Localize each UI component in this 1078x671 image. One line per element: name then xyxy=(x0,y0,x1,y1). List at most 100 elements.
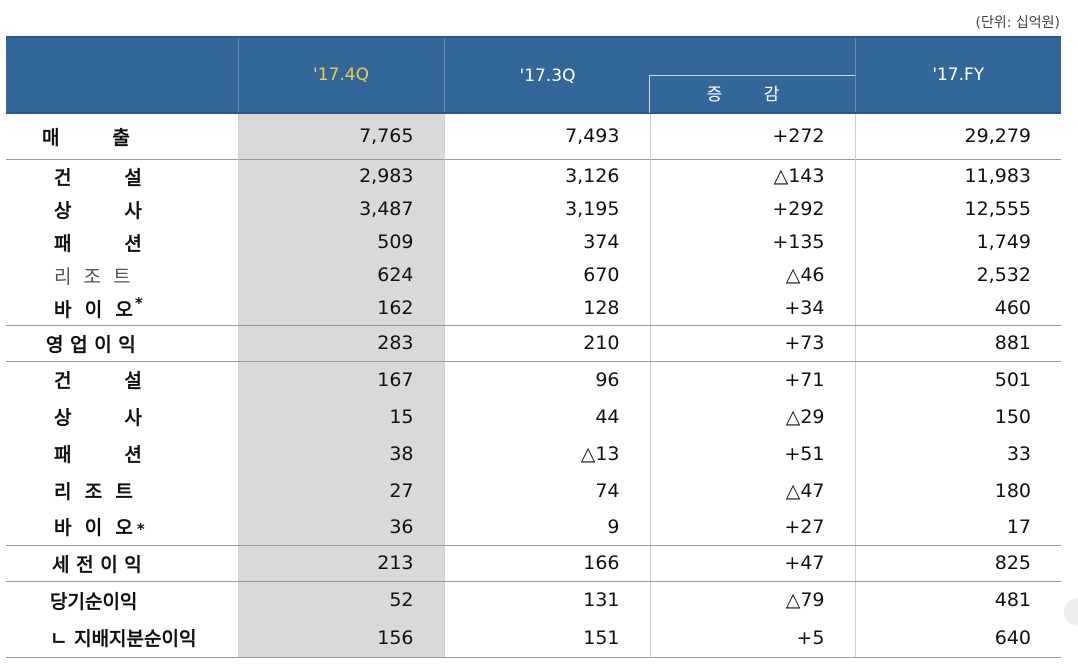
cell-17-fy: 11,983 xyxy=(854,158,1061,193)
cell-17-fy: 17 xyxy=(854,509,1061,546)
cell-17-3q: 96 xyxy=(443,361,650,398)
cell-17-3q: 44 xyxy=(443,398,650,435)
header-17-3q: '17.3Q xyxy=(519,66,576,86)
cell-change: △29 xyxy=(649,398,855,435)
cell-change: +135 xyxy=(649,225,855,259)
table-row: 상 사 15 44 △29 150 xyxy=(6,398,1061,435)
header-change: 증 감 xyxy=(648,75,855,113)
header-blank xyxy=(6,37,238,113)
table-header: '17.4Q '17.3Q 증 감 '17.FY xyxy=(6,37,1061,113)
row-label: 리 조 트 xyxy=(54,481,133,503)
cell-17-fy: 640 xyxy=(854,619,1061,658)
row-label: 리 조 트 xyxy=(54,265,131,288)
table-body: 매 출 7,765 7,493 +272 29,279 건 설 2,983 3,… xyxy=(6,113,1061,658)
cell-change: +27 xyxy=(649,509,855,546)
cell-17-fy: 33 xyxy=(854,435,1061,472)
row-label: 상 사 xyxy=(54,199,142,222)
table-row: 리 조 트 27 74 △47 180 xyxy=(6,472,1061,509)
cell-change: +5 xyxy=(649,619,855,658)
cell-17-fy: 2,532 xyxy=(854,258,1061,292)
row-label: 바 이 오 xyxy=(54,298,133,321)
row-label: 바 이 오 xyxy=(54,517,133,540)
unit-note: (단위: 십억원) xyxy=(975,15,1061,31)
cell-17-4q: 7,765 xyxy=(237,113,444,159)
cell-change: +51 xyxy=(649,435,855,472)
row-label: 매 출 xyxy=(42,126,130,149)
cell-17-4q: 27 xyxy=(237,472,444,509)
header-17-3q-group: '17.3Q 증 감 xyxy=(443,37,855,113)
cell-17-3q: 166 xyxy=(443,545,650,582)
header-17-4q: '17.4Q xyxy=(237,37,444,113)
table-row: 바 이 오 * 36 9 +27 17 xyxy=(6,509,1061,546)
cell-17-fy: 150 xyxy=(854,398,1061,435)
row-label: 당기순이익 xyxy=(50,590,138,613)
cell-17-3q: 128 xyxy=(443,291,650,326)
table-row: 건 설 167 96 +71 501 xyxy=(6,361,1061,398)
cell-17-3q: 374 xyxy=(443,225,650,259)
cell-change: +34 xyxy=(649,291,855,326)
table-row: 세 전 이 익 213 166 +47 825 xyxy=(6,545,1061,582)
footnote-star: * xyxy=(136,520,145,539)
cell-17-4q: 15 xyxy=(237,398,444,435)
table-row: 건 설 2,983 3,126 △143 11,983 xyxy=(6,158,1061,193)
cell-17-fy: 881 xyxy=(854,325,1061,362)
cell-change: +71 xyxy=(649,361,855,398)
cell-17-3q: 210 xyxy=(443,325,650,362)
earnings-table: '17.4Q '17.3Q 증 감 '17.FY 매 출 7,765 7,493… xyxy=(6,36,1061,658)
cell-17-3q: 3,126 xyxy=(443,158,650,193)
row-label: 패 션 xyxy=(54,232,142,255)
footnote-star: * xyxy=(134,294,143,313)
cell-17-4q: 38 xyxy=(237,435,444,472)
table-row: 리 조 트 624 670 △46 2,532 xyxy=(6,258,1061,292)
cell-17-4q: 3,487 xyxy=(237,192,444,226)
row-label: 상 사 xyxy=(54,407,142,429)
table-row: 매 출 7,765 7,493 +272 29,279 xyxy=(6,113,1061,159)
cell-17-3q: 151 xyxy=(443,619,650,658)
row-label: 세 전 이 익 xyxy=(52,553,142,576)
cell-17-4q: 283 xyxy=(237,325,444,362)
cell-change: +73 xyxy=(649,325,855,362)
row-label: 영 업 이 익 xyxy=(46,333,136,356)
cell-17-4q: 52 xyxy=(237,581,444,619)
cell-17-3q: 131 xyxy=(443,581,650,619)
cell-17-fy: 825 xyxy=(854,545,1061,582)
cell-17-3q: 670 xyxy=(443,258,650,292)
table-row: 패 션 38 △13 +51 33 xyxy=(6,435,1061,472)
row-label: 패 션 xyxy=(54,444,142,466)
table-row: 상 사 3,487 3,195 +292 12,555 xyxy=(6,192,1061,226)
cell-17-4q: 162 xyxy=(237,291,444,326)
cell-17-4q: 509 xyxy=(237,225,444,259)
table-row: 패 션 509 374 +135 1,749 xyxy=(6,225,1061,259)
cell-17-4q: 36 xyxy=(237,509,444,546)
cell-change: △47 xyxy=(649,472,855,509)
cell-17-4q: 167 xyxy=(237,361,444,398)
row-label: 건 설 xyxy=(54,166,142,189)
edge-circle-decoration xyxy=(1064,598,1078,626)
cell-change: △143 xyxy=(649,158,855,193)
table-row: 영 업 이 익 283 210 +73 881 xyxy=(6,325,1061,362)
cell-17-fy: 460 xyxy=(854,291,1061,326)
cell-17-4q: 2,983 xyxy=(237,158,444,193)
cell-17-fy: 12,555 xyxy=(854,192,1061,226)
row-label: ㄴ 지배지분순이익 xyxy=(50,628,197,651)
cell-17-3q: 3,195 xyxy=(443,192,650,226)
cell-17-4q: 624 xyxy=(237,258,444,292)
cell-17-3q: 9 xyxy=(443,509,650,546)
cell-17-fy: 180 xyxy=(854,472,1061,509)
header-17-fy: '17.FY xyxy=(854,37,1061,113)
table-row: ㄴ 지배지분순이익 156 151 +5 640 xyxy=(6,619,1061,658)
cell-17-3q: 7,493 xyxy=(443,113,650,159)
cell-17-4q: 213 xyxy=(237,545,444,582)
row-label: 건 설 xyxy=(54,370,142,393)
cell-17-3q: △13 xyxy=(443,435,650,472)
cell-17-3q: 74 xyxy=(443,472,650,509)
cell-change: △46 xyxy=(649,258,855,292)
table-row: 당기순이익 52 131 △79 481 xyxy=(6,581,1061,619)
cell-change: +272 xyxy=(649,113,855,159)
cell-change: △79 xyxy=(649,581,855,619)
cell-17-fy: 1,749 xyxy=(854,225,1061,259)
cell-17-fy: 29,279 xyxy=(854,113,1061,159)
cell-17-fy: 481 xyxy=(854,581,1061,619)
cell-change: +47 xyxy=(649,545,855,582)
cell-17-fy: 501 xyxy=(854,361,1061,398)
